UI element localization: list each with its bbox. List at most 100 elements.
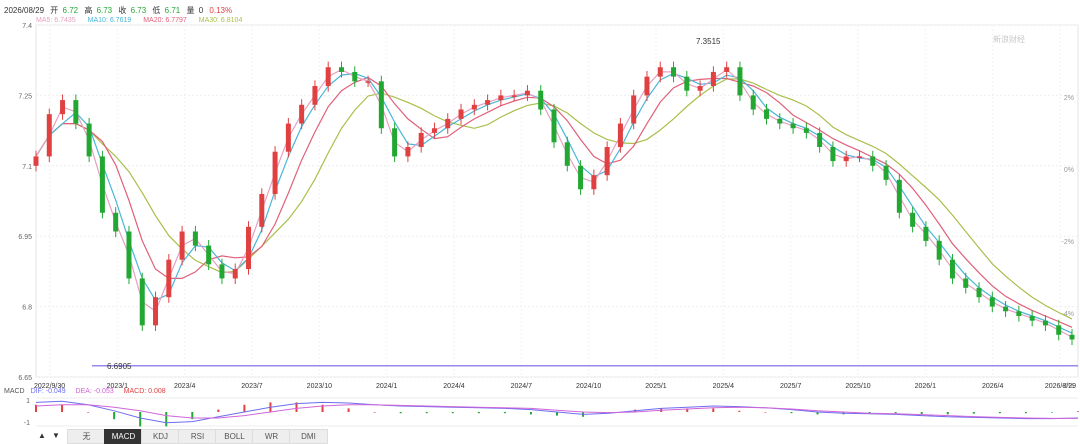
macd-tick-bottom: -1 bbox=[24, 420, 30, 427]
x-tick-label: 2024/7 bbox=[511, 383, 533, 390]
tab-wr[interactable]: WR bbox=[252, 429, 291, 444]
macd-bar bbox=[868, 412, 871, 414]
right-axis: 2% 0% -2% -4% -6% bbox=[1062, 95, 1074, 390]
macd-bar bbox=[946, 412, 949, 415]
candle-body bbox=[631, 95, 637, 124]
candle-body bbox=[73, 100, 79, 124]
macd-bar bbox=[712, 408, 715, 412]
candle-body bbox=[365, 81, 371, 83]
tab-none[interactable]: 无 bbox=[67, 429, 106, 444]
x-tick-label: 2025/1 bbox=[645, 383, 667, 390]
candle-body bbox=[883, 165, 889, 180]
right-tick-label: 2% bbox=[1064, 95, 1074, 102]
tab-dmi[interactable]: DMI bbox=[289, 429, 328, 444]
macd-bar bbox=[347, 408, 350, 412]
candle-body bbox=[1003, 306, 1009, 312]
macd-bar bbox=[503, 412, 506, 414]
candle-body bbox=[817, 132, 823, 148]
candle-body bbox=[392, 128, 398, 157]
macd-bar bbox=[920, 412, 923, 414]
candle-body bbox=[524, 90, 530, 96]
candle-body bbox=[206, 245, 212, 265]
macd-bar bbox=[217, 409, 220, 412]
candle-body bbox=[923, 226, 929, 241]
candle-body bbox=[764, 109, 770, 119]
candle-body bbox=[777, 118, 783, 124]
candle-body bbox=[724, 67, 730, 72]
candle-body bbox=[246, 226, 252, 270]
low-annotation: 6.6905 bbox=[107, 362, 132, 371]
candle-body bbox=[1029, 315, 1035, 321]
kline-chart: 2026/08/29 开 6.72 高 6.73 收 6.73 低 6.71 量… bbox=[4, 5, 1079, 427]
candle-body bbox=[803, 128, 809, 133]
macd-bar bbox=[373, 412, 376, 413]
candle-body bbox=[551, 109, 557, 143]
candle-body bbox=[671, 67, 677, 77]
tab-boll[interactable]: BOLL bbox=[215, 429, 254, 444]
y-tick-label: 7.4 bbox=[22, 23, 32, 30]
macd-bar bbox=[529, 412, 532, 415]
macd-bar bbox=[165, 412, 168, 427]
x-tick-label: 2023/10 bbox=[307, 383, 332, 390]
macd-lines bbox=[35, 400, 1079, 424]
tab-rsi[interactable]: RSI bbox=[178, 429, 217, 444]
open-label: 开 bbox=[50, 6, 58, 15]
candle-body bbox=[564, 142, 570, 166]
tab-macd[interactable]: MACD bbox=[104, 429, 143, 444]
candle-body bbox=[166, 259, 172, 298]
ma-legend: MA5: 6.7435 MA10: 6.7619 MA20: 6.7797 MA… bbox=[36, 17, 242, 24]
candle-body bbox=[591, 175, 597, 190]
tab-kdj[interactable]: KDJ bbox=[141, 429, 180, 444]
x-tick-label: 2026/1 bbox=[915, 383, 937, 390]
macd-bar bbox=[451, 412, 454, 414]
candle-body bbox=[139, 278, 145, 326]
low-value: 6.71 bbox=[165, 6, 181, 15]
y-tick-label: 7.1 bbox=[22, 164, 32, 171]
candle-body bbox=[949, 259, 955, 279]
candle-body bbox=[644, 76, 650, 96]
y-tick-label: 6.65 bbox=[18, 375, 32, 382]
macd-bar bbox=[894, 412, 897, 414]
candle-body bbox=[471, 104, 477, 110]
chart-root: 2026/08/29 开 6.72 高 6.73 收 6.73 低 6.71 量… bbox=[4, 5, 1079, 427]
candle-body bbox=[46, 114, 52, 157]
candle-body bbox=[684, 76, 690, 91]
high-value: 6.73 bbox=[97, 6, 113, 15]
x-tick-label: 2025/10 bbox=[845, 383, 870, 390]
candle-body bbox=[272, 151, 278, 194]
candle-body bbox=[60, 100, 66, 115]
volume-value: 0 bbox=[199, 6, 204, 15]
macd-bar bbox=[35, 404, 37, 412]
macd-bar bbox=[764, 412, 767, 413]
macd-bar bbox=[295, 402, 298, 412]
ma20-legend: MA20: 6.7797 bbox=[143, 17, 187, 24]
x-tick-label: 2026/4 bbox=[982, 383, 1004, 390]
candle-body bbox=[33, 156, 39, 166]
macd-bar bbox=[87, 412, 90, 413]
x-tick-label: 2026/8/29 bbox=[1045, 383, 1076, 390]
candle-body bbox=[856, 156, 862, 158]
candle-body bbox=[737, 67, 743, 96]
candle-body bbox=[843, 156, 849, 162]
high-label: 高 bbox=[84, 5, 92, 15]
macd-bar bbox=[139, 412, 142, 427]
candle-body bbox=[338, 67, 344, 72]
scroll-up-button[interactable]: ▲ bbox=[38, 431, 46, 440]
scroll-down-button[interactable]: ▼ bbox=[52, 431, 60, 440]
x-tick-label: 2022/9/30 bbox=[34, 383, 65, 390]
macd-bar bbox=[113, 412, 116, 420]
high-annotation: 7.3515 bbox=[696, 37, 721, 46]
candle-body bbox=[617, 123, 623, 148]
candle-body bbox=[299, 104, 305, 124]
x-tick-label: 2024/1 bbox=[376, 383, 398, 390]
candle-body bbox=[312, 86, 318, 105]
candle-body bbox=[538, 90, 544, 110]
low-label: 低 bbox=[152, 5, 160, 15]
ma10-legend: MA10: 6.7619 bbox=[88, 17, 132, 24]
candle-body bbox=[790, 123, 796, 129]
macd-title: MACD bbox=[4, 388, 25, 395]
header-line: 2026/08/29 开 6.72 高 6.73 收 6.73 低 6.71 量… bbox=[4, 5, 232, 15]
macd-bar bbox=[790, 412, 793, 414]
x-tick-label: 2023/4 bbox=[174, 383, 196, 390]
candle-body bbox=[405, 147, 411, 157]
